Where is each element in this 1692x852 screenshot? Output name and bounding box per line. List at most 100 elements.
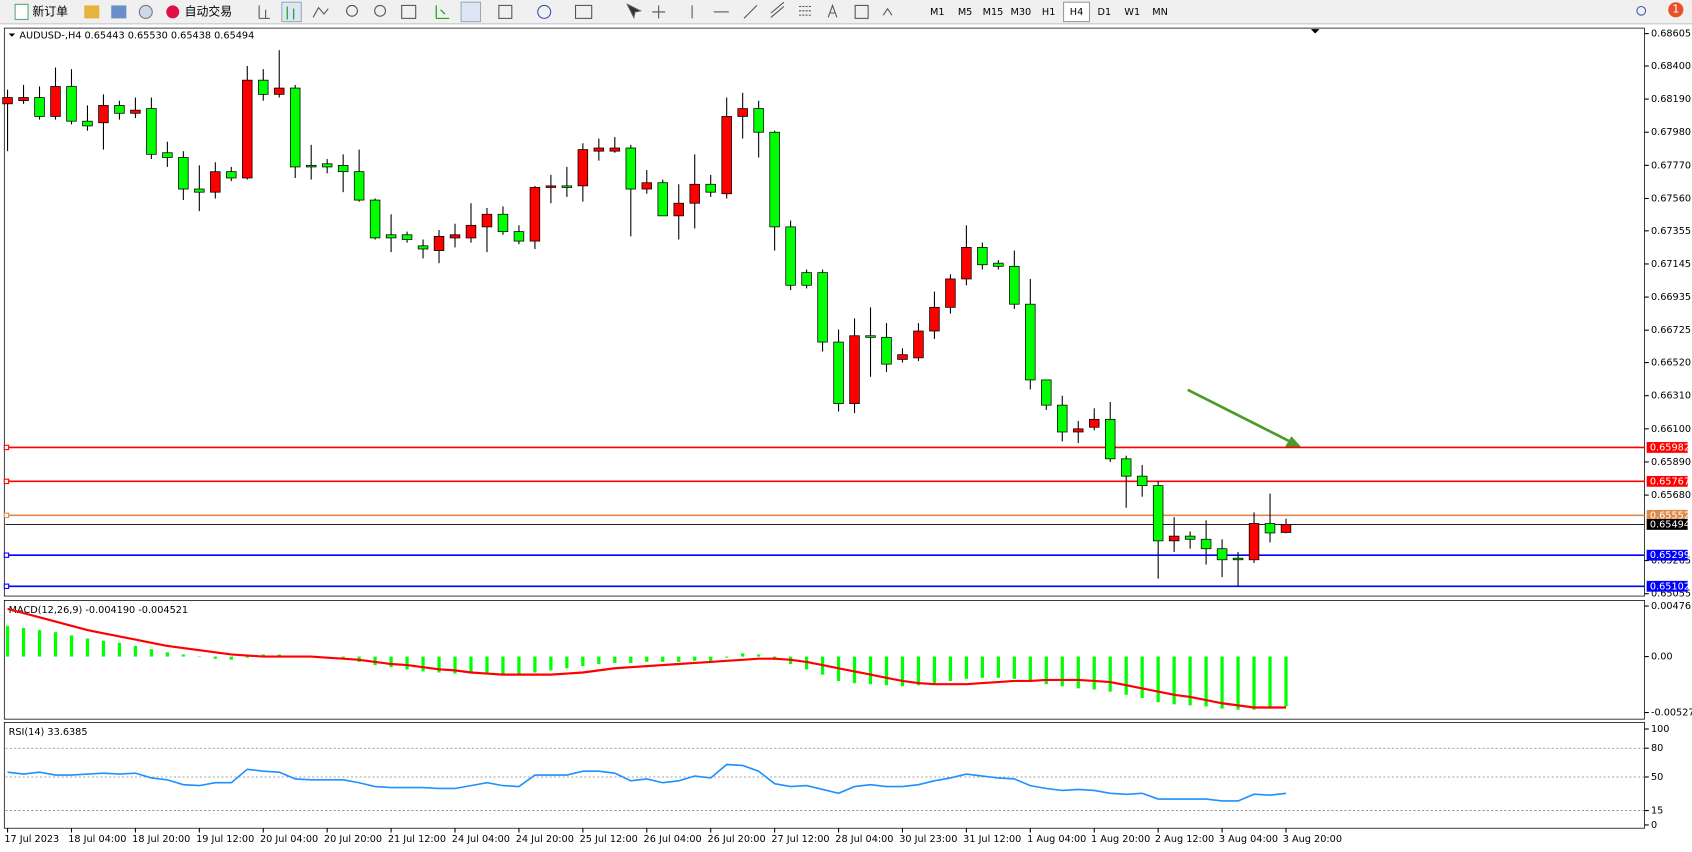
macd-bar [629, 656, 633, 663]
candle-body [321, 163, 333, 168]
macd-bar [1172, 656, 1176, 705]
candle-body [497, 213, 509, 233]
icon[interactable] [498, 4, 513, 19]
icon[interactable] [574, 4, 593, 19]
icon[interactable] [537, 4, 552, 19]
line-handle[interactable] [3, 478, 10, 485]
y-tick-label: 0.65680 [1651, 490, 1691, 501]
macd-bar [884, 656, 889, 686]
y-tick-label: 0.67145 [1651, 259, 1691, 270]
macd-bar [852, 656, 857, 684]
y-tick-label: 0.66935 [1651, 292, 1691, 303]
candle-body [337, 164, 349, 173]
timeframe-button[interactable]: H1 [1042, 7, 1055, 18]
icon[interactable] [281, 1, 302, 23]
timeframe-button[interactable]: M30 [1010, 7, 1031, 18]
icon-button[interactable] [138, 4, 153, 19]
macd-bar [980, 656, 984, 678]
auto-trading-button[interactable]: 自动交易 [166, 4, 232, 18]
icon-button[interactable] [111, 5, 127, 19]
icon[interactable] [435, 5, 450, 19]
macd-bar [677, 656, 681, 662]
icon[interactable] [743, 5, 758, 19]
macd-bar [437, 656, 441, 673]
macd-bar [453, 656, 457, 674]
macd-bar [932, 656, 937, 684]
y-tick-label: 0.67980 [1651, 127, 1691, 138]
icon[interactable] [827, 3, 838, 18]
icon[interactable] [286, 6, 295, 20]
macd-bar [1012, 656, 1016, 679]
candle-body [2, 97, 13, 105]
timeframe-button[interactable]: M5 [958, 7, 973, 18]
candle-body [98, 105, 109, 124]
icon[interactable] [626, 3, 642, 19]
macd-bar [1108, 656, 1112, 692]
candle-body [1280, 524, 1292, 533]
y-tick-label: 80 [1651, 743, 1663, 754]
y-tick-label: 0.67770 [1651, 160, 1691, 171]
line-handle[interactable] [3, 444, 10, 451]
macd-bar [645, 656, 649, 662]
line-handle[interactable] [3, 552, 10, 558]
candle-body [289, 87, 301, 168]
timeframe-button[interactable]: D1 [1098, 7, 1112, 18]
macd-bar [37, 630, 42, 657]
icon [14, 3, 29, 21]
candle-body [417, 245, 429, 250]
candle-body [833, 341, 844, 404]
candle-body [577, 149, 589, 187]
price-line-label: 0.65102 [1650, 581, 1690, 592]
icon[interactable] [770, 1, 785, 18]
macd-bar [1044, 656, 1048, 685]
icon[interactable] [882, 7, 893, 16]
y-tick-label: 100 [1651, 724, 1670, 735]
y-tick-label: 0.66100 [1651, 424, 1691, 435]
icon[interactable] [799, 5, 812, 16]
candle-body [481, 213, 493, 228]
macd-bar [117, 642, 122, 657]
line-handle[interactable] [3, 583, 10, 589]
icon[interactable] [258, 5, 270, 19]
candle-body [1184, 535, 1196, 540]
candle-body [1009, 265, 1020, 305]
x-tick-label: 19 Jul 12:00 [196, 834, 254, 845]
macd-bar [916, 656, 921, 686]
icon[interactable] [401, 4, 417, 19]
alerts-badge[interactable]: 1 [1668, 2, 1684, 18]
candle-body [226, 171, 237, 179]
symbol-menu[interactable] [8, 33, 16, 37]
icon[interactable] [854, 4, 869, 19]
line-handle[interactable] [3, 512, 10, 518]
icon[interactable] [346, 4, 358, 17]
candle-body [993, 262, 1004, 267]
icon[interactable] [312, 6, 329, 18]
icon[interactable] [374, 4, 387, 17]
icon[interactable] [1636, 5, 1647, 16]
macd-bar [868, 656, 873, 685]
macd-bar [581, 656, 585, 667]
candle-body [561, 185, 573, 188]
timeframe-button[interactable]: M1 [930, 7, 945, 18]
timeframe-button[interactable]: W1 [1124, 7, 1140, 18]
icon[interactable] [652, 5, 666, 19]
macd-bar [948, 656, 953, 681]
timeframe-button[interactable]: M15 [983, 7, 1004, 18]
candle-body [1248, 523, 1260, 561]
chart-title: AUDUSD-,H4 0.65443 0.65530 0.65438 0.654… [19, 31, 254, 42]
macd-bar [1092, 656, 1096, 690]
timeframe-button[interactable]: MN [1152, 7, 1168, 18]
icon-button[interactable] [84, 5, 100, 19]
x-tick-label: 18 Jul 04:00 [68, 834, 126, 845]
new-order-button[interactable]: 新订单 [14, 3, 68, 21]
x-tick-label: 3 Aug 20:00 [1283, 834, 1342, 845]
macd-bar [533, 656, 537, 673]
icon[interactable] [460, 1, 482, 23]
current-price-label: 0.65494 [1650, 519, 1690, 530]
y-tick-label: -0.005276 [1651, 708, 1692, 719]
x-tick-label: 26 Jul 20:00 [707, 834, 765, 845]
timeframe-button[interactable]: H4 [1070, 7, 1083, 18]
x-tick-label: 17 Jul 2023 [4, 834, 59, 845]
price-line-label: 0.65982 [1650, 442, 1690, 453]
candle-body [449, 234, 461, 239]
